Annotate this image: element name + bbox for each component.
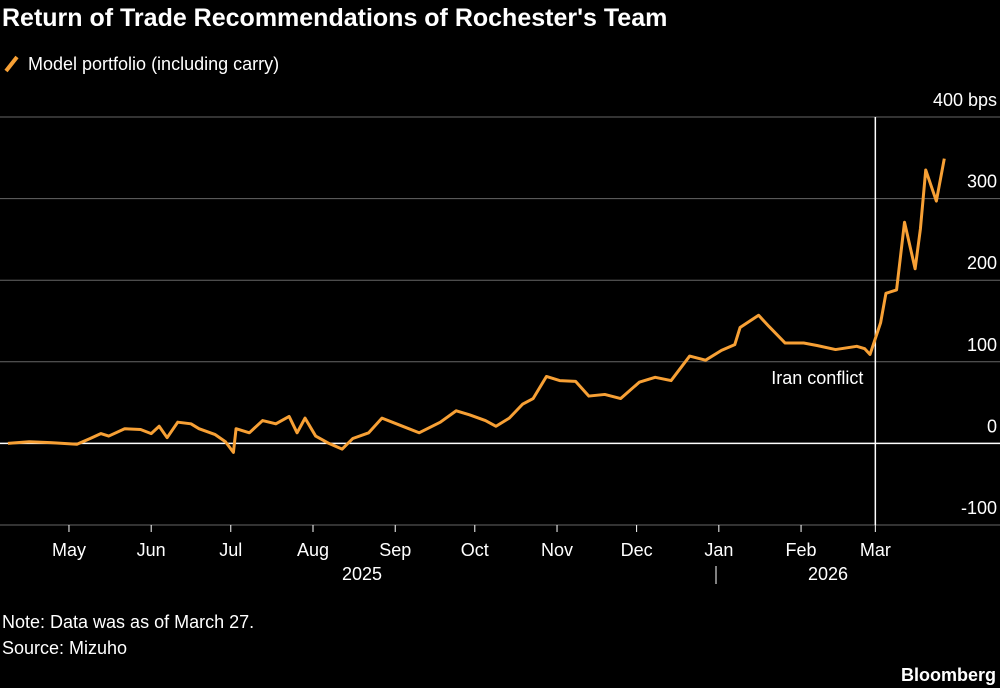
y-tick-label: -100: [961, 498, 997, 518]
y-tick-label: 0: [987, 416, 997, 436]
x-tick-label: May: [52, 540, 86, 560]
y-tick-label: 300: [967, 172, 997, 192]
x-tick-label: Aug: [297, 540, 329, 560]
x-tick-label: Feb: [786, 540, 817, 560]
line: [7, 158, 946, 454]
brand: Bloomberg: [901, 665, 996, 685]
legend-label: Model portfolio (including carry): [28, 54, 279, 74]
x-tick-label: Oct: [461, 540, 489, 560]
note: Note: Data was as of March 27.: [2, 612, 254, 632]
legend-swatch: [4, 55, 19, 73]
year-label: 2025: [342, 564, 382, 584]
y-tick-label: 100: [967, 335, 997, 355]
x-tick-label: Jun: [137, 540, 166, 560]
x-tick-label: Jan: [704, 540, 733, 560]
x-tick-label: Jul: [219, 540, 242, 560]
x-tick-label: Mar: [860, 540, 891, 560]
x-tick-label: Dec: [621, 540, 653, 560]
x-tick-label: Sep: [379, 540, 411, 560]
chart-title: Return of Trade Recommendations of Roche…: [2, 4, 667, 32]
y-tick-label: 400 bps: [933, 90, 997, 110]
year-label: 2026: [808, 564, 848, 584]
source: Source: Mizuho: [2, 638, 127, 658]
annotation-label: Iran conflict: [771, 368, 863, 388]
x-tick-label: Nov: [541, 540, 573, 560]
y-tick-label: 200: [967, 253, 997, 273]
